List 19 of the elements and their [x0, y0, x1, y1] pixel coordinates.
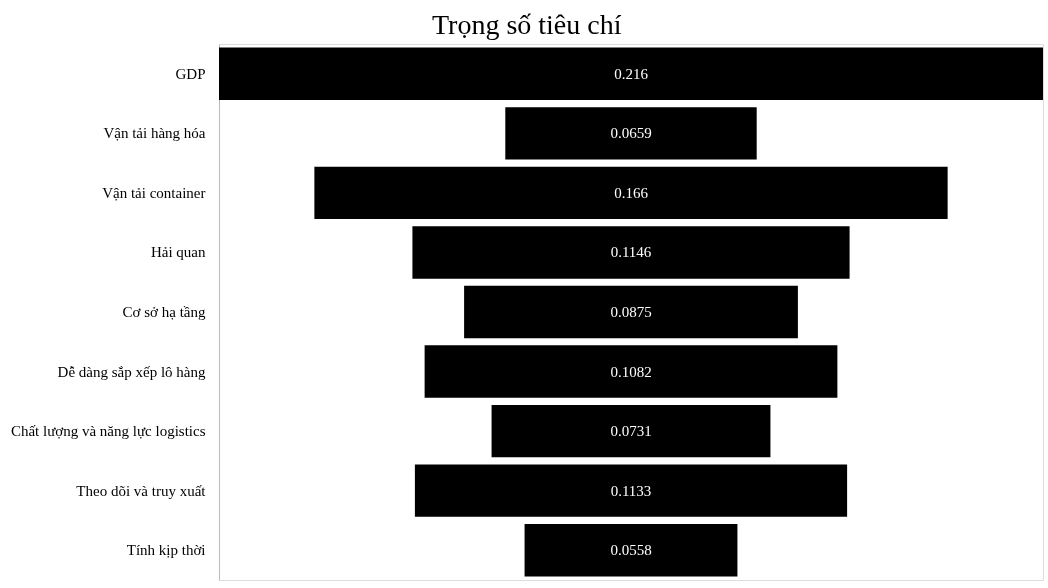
data-label: 0.0558	[610, 542, 652, 559]
data-label: 0.1082	[610, 363, 652, 380]
category-label: Cơ sở hạ tầng	[122, 304, 206, 320]
data-label: 0.0731	[610, 423, 652, 440]
data-label: 0.1146	[610, 244, 652, 261]
category-label: Dễ dàng sắp xếp lô hàng	[57, 363, 206, 380]
category-label: Vận tải container	[102, 184, 206, 201]
category-label: Theo dõi và truy xuất	[76, 482, 207, 499]
data-label: 0.1133	[610, 482, 652, 499]
text: Trọng số tiêu chí	[431, 9, 622, 40]
category-label: Hải quan	[150, 244, 206, 261]
category-label: Chất lượng và năng lực logistics	[10, 423, 206, 440]
category-label: Tính kịp thời	[126, 542, 206, 559]
data-label: 0.0875	[610, 304, 652, 320]
data-label: 0.0659	[610, 125, 652, 142]
data-label: 0.216	[614, 65, 649, 82]
category-label: GDP	[175, 65, 206, 82]
data-label: 0.166	[614, 184, 649, 201]
category-label: Vận tải hàng hóa	[103, 125, 206, 142]
